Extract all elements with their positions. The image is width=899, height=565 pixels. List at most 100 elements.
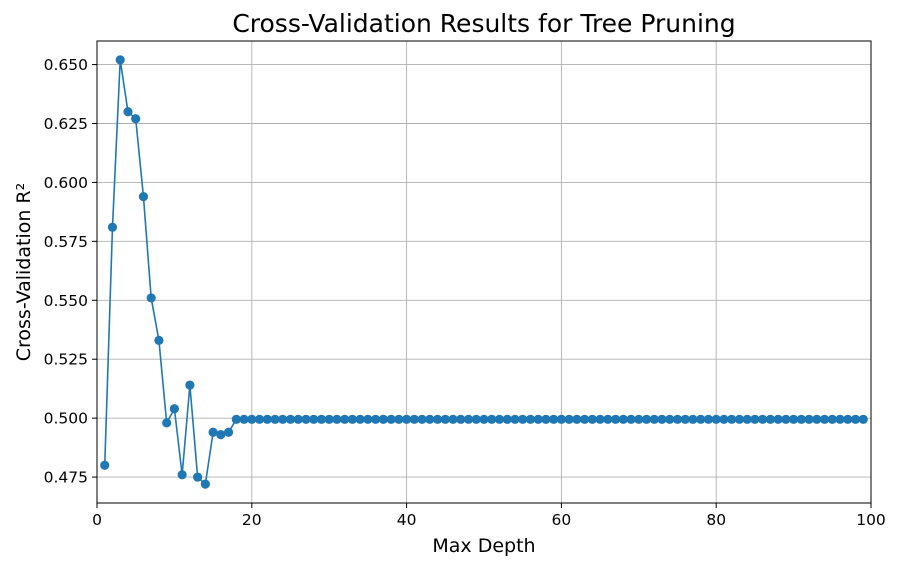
data-point [425,414,435,424]
data-point [115,55,125,65]
x-tick-label: 60 [552,511,572,529]
data-point [727,414,737,424]
data-point [456,414,466,424]
x-axis-label: Max Depth [432,535,535,557]
data-point [595,414,605,424]
data-point [510,414,520,424]
data-point [162,418,172,428]
data-point [371,414,381,424]
data-point [463,414,474,424]
data-point [200,479,210,489]
data-point [270,414,280,424]
data-point [672,414,683,424]
data-point [107,222,118,232]
data-point [378,414,388,424]
data-point [549,414,559,424]
data-point [409,414,419,424]
data-point [796,414,806,424]
data-point [448,414,458,424]
data-point [657,414,667,424]
data-point [402,414,412,424]
data-point [394,414,404,424]
data-point [262,414,272,424]
x-tick-label: 0 [92,511,102,529]
data-point [626,414,636,424]
data-point [711,414,721,424]
data-point [688,414,698,424]
data-point [223,427,234,437]
x-tick-label: 20 [242,511,262,529]
data-point [278,414,288,424]
data-point [154,335,164,345]
data-point [789,414,799,424]
axis-ticks: 0 20 40 60 80 100 0.475 0.500 0.525 0.550 0.575 0.6… [44,56,886,529]
data-point [734,414,745,424]
data-point [858,414,868,424]
data-point [812,414,822,424]
data-point [355,414,365,424]
data-point [556,414,567,424]
data-point [781,414,791,424]
data-point [324,414,334,424]
series-layer [100,55,868,489]
y-tick-label: 0.550 [44,292,88,310]
data-point [750,414,760,424]
y-tick-label: 0.625 [44,115,88,133]
data-point [471,414,481,424]
x-tick-label: 80 [706,511,726,529]
data-point [641,414,652,424]
data-point [850,414,861,424]
y-tick-label: 0.600 [44,174,88,192]
data-point [587,414,597,424]
data-point [432,414,443,424]
data-point [293,414,303,424]
data-point [131,114,141,124]
data-point [533,414,543,424]
data-point [580,414,590,424]
data-point [138,191,149,202]
data-point [340,414,350,424]
data-point [541,414,551,424]
data-point [835,414,845,424]
data-point [827,414,837,424]
data-point [843,414,853,424]
data-point [765,414,775,424]
y-axis-label: Cross-Validation R² [13,183,35,362]
data-point [618,414,628,424]
data-point [703,414,714,424]
data-point [193,472,203,482]
data-point [185,380,195,390]
data-point [146,293,156,303]
data-point [696,414,706,424]
data-point [363,414,373,424]
x-tick-label: 100 [856,511,886,529]
data-point [819,414,830,424]
data-point [680,414,690,424]
data-point [285,414,296,424]
data-point [316,414,327,424]
data-point [216,430,226,440]
plot-area-frame [96,40,872,504]
data-point [634,414,644,424]
data-point [386,414,396,424]
y-tick-label: 0.525 [44,351,88,369]
data-point [301,414,311,424]
y-tick-label: 0.500 [44,410,88,428]
data-point [123,107,133,117]
y-tick-label: 0.650 [44,56,88,74]
data-point [804,414,814,424]
x-tick-label: 40 [397,511,417,529]
data-point [100,460,110,470]
data-point [719,414,729,424]
data-point [208,427,218,437]
data-point [502,414,512,424]
chart-title: Cross-Validation Results for Tree Prunin… [232,9,735,38]
data-point [525,414,536,424]
data-point [487,414,497,424]
data-point [332,414,342,424]
data-point [254,414,265,424]
data-point [494,414,505,424]
data-point [309,414,319,424]
data-point [518,414,528,424]
